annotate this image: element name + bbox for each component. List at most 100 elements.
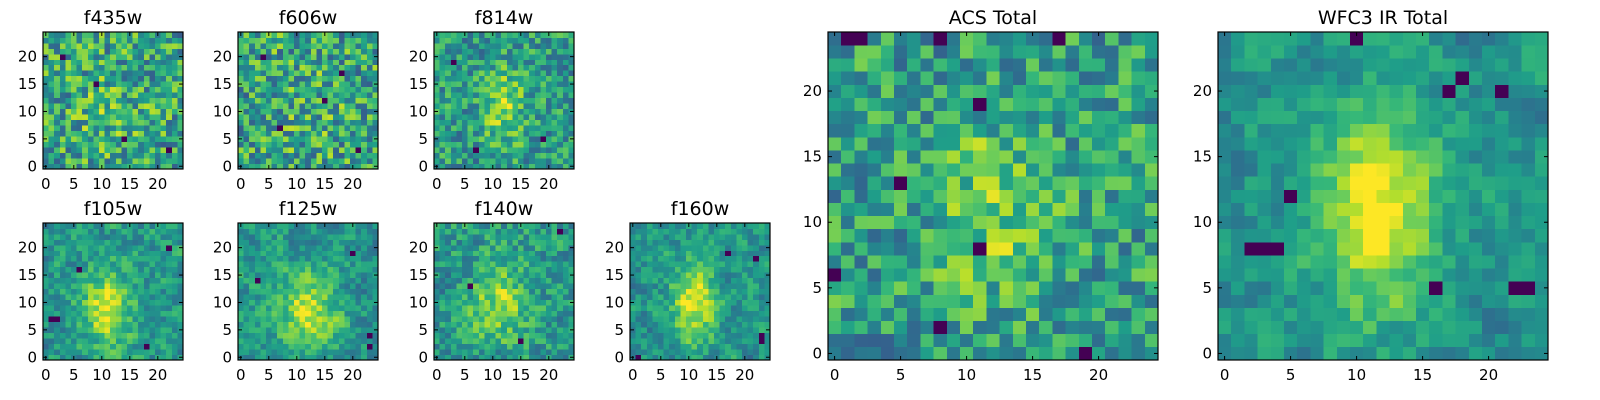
heatmap-cell	[82, 255, 89, 262]
heatmap-cell	[439, 53, 446, 60]
heatmap-cell	[54, 294, 61, 301]
heatmap-cell	[568, 130, 575, 137]
heatmap-cell	[758, 349, 765, 355]
heatmap-cell	[557, 48, 564, 55]
heatmap-cell	[59, 64, 66, 71]
y-tick-label: 0	[418, 157, 428, 175]
heatmap-cell	[59, 349, 66, 355]
heatmap-cell	[282, 163, 289, 170]
heatmap-cell	[674, 305, 681, 312]
heatmap-cell	[87, 244, 94, 251]
heatmap-cell	[104, 48, 111, 55]
heatmap-cell	[254, 250, 261, 257]
heatmap-cell	[54, 130, 61, 137]
heatmap-cell	[506, 327, 513, 333]
heatmap-cell	[127, 152, 133, 159]
heatmap-cell	[271, 141, 278, 148]
heatmap-cell	[529, 223, 536, 229]
heatmap-cell	[747, 349, 754, 355]
heatmap-cell	[540, 42, 547, 49]
heatmap-cell	[540, 158, 547, 164]
heatmap-cell	[322, 343, 328, 350]
heatmap-cell	[506, 152, 513, 159]
heatmap-cell	[54, 81, 61, 88]
x-tick-label: 5	[460, 175, 470, 193]
heatmap-cell	[316, 114, 323, 121]
heatmap-cell	[450, 59, 457, 66]
heatmap-cell	[110, 349, 117, 355]
heatmap-cell	[104, 255, 111, 262]
heatmap-cell	[143, 130, 150, 137]
heatmap-cell	[260, 288, 267, 295]
heatmap-cell	[534, 42, 541, 49]
heatmap-cell	[271, 64, 278, 71]
heatmap-cell	[350, 327, 356, 333]
heatmap-cell	[467, 316, 474, 322]
heatmap-cell	[490, 86, 496, 93]
heatmap-cell	[880, 241, 895, 256]
y-tick-label: 15	[409, 266, 428, 284]
heatmap-cell	[355, 272, 362, 279]
heatmap-cell	[177, 48, 184, 55]
heatmap-cell	[282, 233, 289, 240]
heatmap-cell	[99, 92, 105, 99]
heatmap-cell	[127, 136, 133, 142]
heatmap-cell	[462, 294, 468, 301]
heatmap-cell	[76, 92, 83, 99]
heatmap-cell	[1131, 320, 1146, 335]
heatmap-cell	[316, 103, 323, 110]
heatmap-cell	[305, 233, 312, 240]
heatmap-cell	[1144, 268, 1159, 282]
heatmap-cell	[512, 283, 519, 290]
heatmap-cell	[177, 255, 184, 262]
heatmap-cell	[260, 75, 267, 82]
heatmap-cell	[310, 48, 317, 55]
heatmap-cell	[333, 147, 340, 153]
heatmap-cell	[166, 48, 173, 55]
heatmap-cell	[920, 215, 934, 230]
heatmap-cell	[54, 272, 61, 279]
heatmap-cell	[467, 158, 474, 164]
heatmap-cell	[562, 343, 569, 350]
heatmap-cell	[277, 261, 284, 268]
heatmap-cell	[82, 125, 89, 131]
heatmap-cell	[48, 147, 55, 153]
heatmap-cell	[266, 152, 272, 159]
heatmap-cell	[484, 233, 491, 240]
heatmap-cell	[456, 288, 463, 295]
heatmap-cell	[512, 327, 519, 333]
heatmap-cell	[87, 75, 94, 82]
heatmap-cell	[512, 244, 519, 251]
heatmap-cell	[132, 114, 139, 121]
heatmap-cell	[288, 86, 295, 93]
heatmap-cell	[540, 250, 547, 257]
heatmap-cell	[719, 266, 726, 273]
heatmap-cell	[366, 42, 373, 49]
heatmap-cell	[333, 64, 340, 71]
heatmap-cell	[445, 141, 452, 148]
heatmap-cell	[462, 305, 468, 312]
heatmap-cell	[87, 147, 94, 153]
heatmap-cell	[277, 310, 284, 317]
heatmap-cell	[495, 233, 502, 240]
heatmap-cell	[478, 32, 485, 38]
heatmap-cell	[920, 307, 934, 321]
axes-frame	[42, 31, 184, 170]
heatmap-cell	[121, 136, 128, 142]
heatmap-cell	[674, 338, 681, 344]
heatmap-cell	[434, 261, 440, 268]
heatmap-cell	[462, 343, 468, 350]
heatmap-cell	[501, 266, 508, 273]
heatmap-cell	[501, 92, 508, 99]
heatmap-cell	[828, 150, 842, 164]
heatmap-cell	[132, 250, 139, 257]
heatmap-cell	[110, 158, 117, 164]
heatmap-cell	[501, 141, 508, 148]
heatmap-cell	[562, 86, 569, 93]
heatmap-cell	[99, 244, 105, 251]
heatmap-cell	[294, 141, 300, 148]
heatmap-cell	[54, 136, 61, 142]
heatmap-cell	[327, 332, 334, 339]
heatmap-cell	[434, 114, 440, 121]
x-tick-label: 10	[483, 175, 502, 193]
